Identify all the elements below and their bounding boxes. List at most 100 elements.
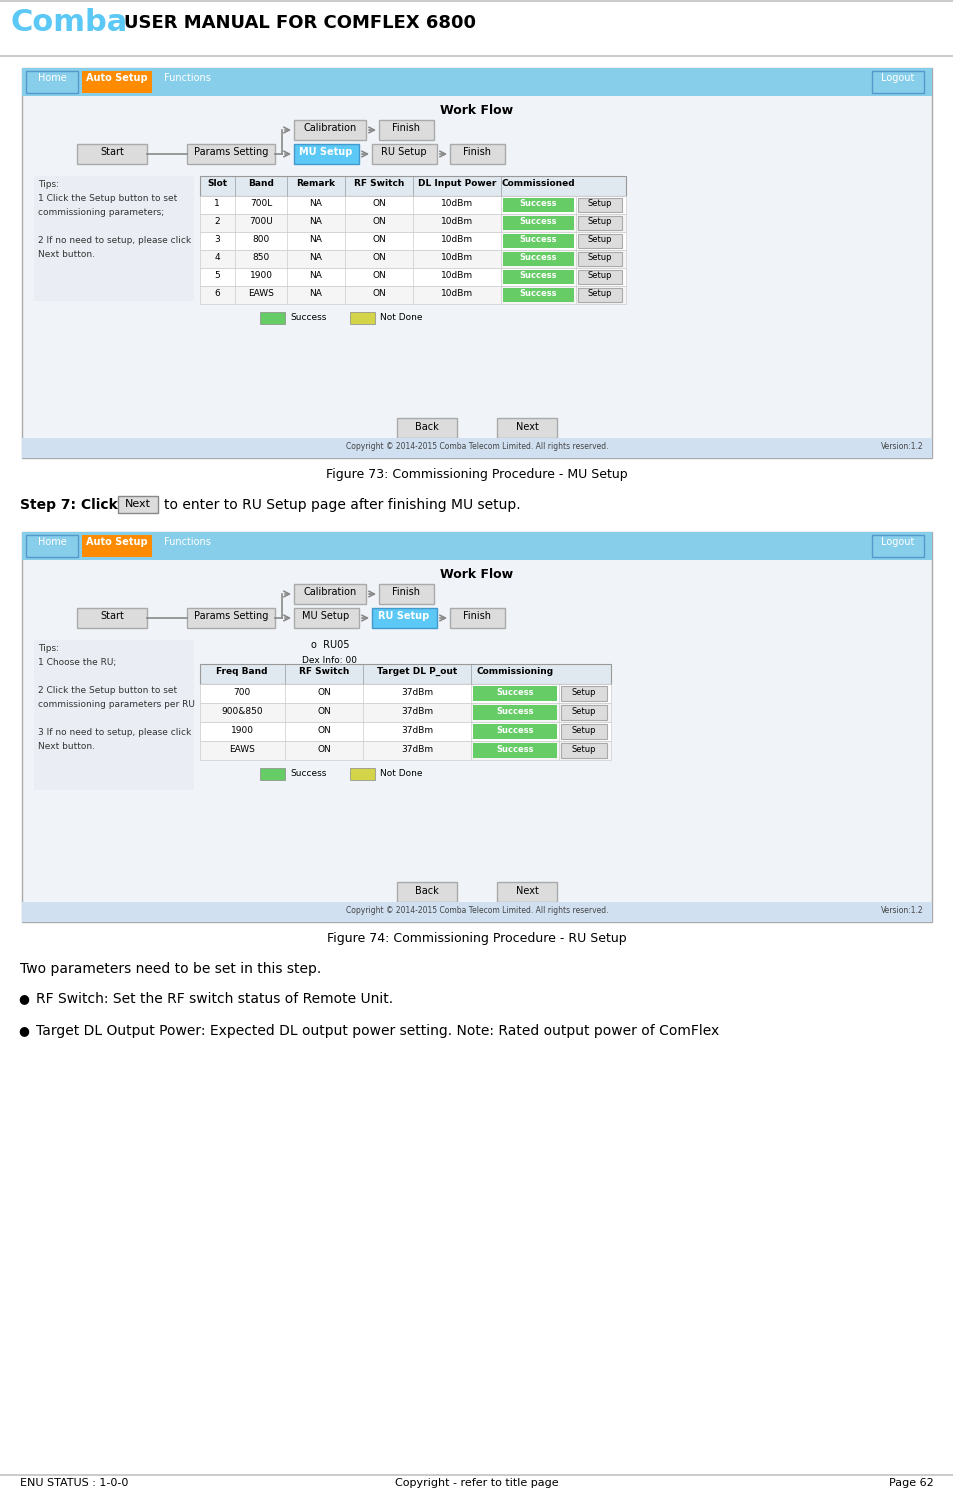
Text: Back: Back	[415, 422, 438, 433]
Text: Comba: Comba	[10, 7, 127, 37]
Bar	[22, 533, 931, 560]
Bar	[77, 145, 147, 164]
Bar	[450, 609, 504, 628]
Bar	[450, 145, 504, 164]
Bar	[578, 234, 621, 248]
Text: 5: 5	[213, 272, 219, 280]
Text: Copyright - refer to title page: Copyright - refer to title page	[395, 1479, 558, 1488]
Text: Setup: Setup	[571, 707, 596, 716]
Text: Functions: Functions	[163, 73, 211, 84]
Text: 2 Click the Setup button to set: 2 Click the Setup button to set	[38, 686, 177, 695]
Text: ON: ON	[372, 236, 385, 245]
Text: Figure 74: Commissioning Procedure - RU Setup: Figure 74: Commissioning Procedure - RU …	[327, 932, 626, 944]
Text: Success: Success	[518, 198, 557, 207]
Text: Setup: Setup	[587, 236, 612, 245]
Text: commissioning parameters per RU: commissioning parameters per RU	[38, 700, 194, 709]
Bar	[200, 703, 610, 722]
Bar	[26, 72, 78, 93]
Text: 3: 3	[213, 236, 219, 245]
Text: 3 If no need to setup, please click: 3 If no need to setup, please click	[38, 728, 191, 737]
Text: Functions: Functions	[163, 537, 211, 548]
Bar	[473, 724, 557, 739]
Bar	[200, 269, 625, 286]
Bar	[0, 0, 953, 1]
Bar	[578, 198, 621, 212]
Text: Setup: Setup	[571, 688, 596, 697]
Bar	[118, 495, 158, 513]
Text: Two parameters need to be set in this step.: Two parameters need to be set in this st…	[20, 962, 321, 976]
Text: Setup: Setup	[587, 198, 612, 207]
Text: ON: ON	[316, 745, 331, 753]
Text: ON: ON	[372, 216, 385, 225]
Text: 37dBm: 37dBm	[400, 707, 433, 716]
Text: Next: Next	[515, 886, 537, 897]
Bar	[372, 609, 436, 628]
Text: Figure 73: Commissioning Procedure - MU Setup: Figure 73: Commissioning Procedure - MU …	[326, 468, 627, 480]
Bar	[156, 72, 218, 93]
Text: Step 7: Click: Step 7: Click	[20, 498, 117, 512]
Bar	[82, 72, 152, 93]
Text: Start: Start	[100, 612, 124, 621]
Text: Start: Start	[100, 148, 124, 157]
Text: Tips:: Tips:	[38, 181, 59, 189]
Text: MU Setup: MU Setup	[302, 612, 349, 621]
Text: ON: ON	[372, 254, 385, 263]
Text: Params Setting: Params Setting	[193, 612, 268, 621]
Bar	[473, 743, 557, 758]
Text: Success: Success	[518, 289, 557, 298]
Text: Next button.: Next button.	[38, 742, 95, 750]
Text: DL Input Power: DL Input Power	[417, 179, 496, 188]
Text: 700: 700	[233, 688, 251, 697]
Text: Band: Band	[248, 179, 274, 188]
Text: Setup: Setup	[587, 254, 612, 263]
Text: RF Switch: RF Switch	[354, 179, 404, 188]
Text: EAWS: EAWS	[229, 745, 254, 753]
Bar	[560, 686, 606, 701]
Bar	[560, 743, 606, 758]
Text: to enter to RU Setup page after finishing MU setup.: to enter to RU Setup page after finishin…	[164, 498, 520, 512]
Bar	[260, 312, 285, 324]
Text: Setup: Setup	[587, 216, 612, 225]
Text: Logout: Logout	[881, 537, 914, 548]
Text: 2 If no need to setup, please click: 2 If no need to setup, please click	[38, 236, 191, 245]
Text: Back: Back	[415, 886, 438, 897]
Bar	[372, 145, 436, 164]
Text: Success: Success	[496, 707, 533, 716]
Bar	[34, 176, 193, 301]
Text: Params Setting: Params Setting	[193, 148, 268, 157]
Text: Success: Success	[496, 727, 533, 736]
Text: NA: NA	[309, 289, 322, 298]
Text: ENU STATUS : 1-0-0: ENU STATUS : 1-0-0	[20, 1479, 129, 1488]
Bar	[560, 706, 606, 721]
Text: o  RU05: o RU05	[311, 640, 349, 651]
Text: 1 Choose the RU;: 1 Choose the RU;	[38, 658, 116, 667]
Text: Success: Success	[290, 768, 326, 777]
Text: 4: 4	[214, 254, 219, 263]
Bar	[502, 216, 574, 230]
Bar	[502, 234, 574, 248]
Text: ●: ●	[18, 992, 29, 1006]
Text: 1: 1	[213, 198, 219, 207]
Text: 37dBm: 37dBm	[400, 745, 433, 753]
Bar	[396, 882, 456, 903]
Bar	[200, 195, 625, 213]
Text: Next: Next	[125, 498, 151, 509]
Text: 1 Click the Setup button to set: 1 Click the Setup button to set	[38, 194, 177, 203]
Bar	[560, 724, 606, 739]
Bar	[502, 288, 574, 301]
Text: EAWS: EAWS	[248, 289, 274, 298]
Text: 10dBm: 10dBm	[440, 272, 473, 280]
Text: Page 62: Page 62	[888, 1479, 933, 1488]
Bar	[187, 145, 274, 164]
Bar	[871, 72, 923, 93]
Text: 800: 800	[253, 236, 270, 245]
Text: 700U: 700U	[249, 216, 273, 225]
Text: USER MANUAL FOR COMFLEX 6800: USER MANUAL FOR COMFLEX 6800	[124, 13, 476, 31]
Bar	[200, 176, 625, 195]
Bar	[0, 1474, 953, 1476]
Text: Setup: Setup	[571, 745, 596, 753]
Bar	[82, 536, 152, 557]
Bar	[260, 768, 285, 780]
Text: 10dBm: 10dBm	[440, 198, 473, 207]
Text: NA: NA	[309, 254, 322, 263]
